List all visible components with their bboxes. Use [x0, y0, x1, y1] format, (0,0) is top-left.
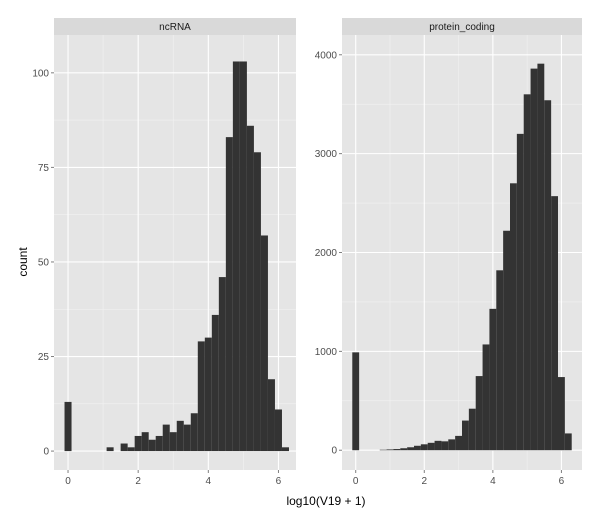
strip-background-protein-coding — [342, 18, 582, 35]
bar-ncrna — [134, 435, 142, 452]
y-axis-title: count — [16, 247, 30, 277]
x-ticks-ncrna: 0 2 4 6 — [65, 470, 282, 487]
bar-protein-coding — [462, 420, 469, 451]
x-tick-label: 6 — [276, 476, 282, 487]
y-tick-label: 4000 — [315, 50, 338, 61]
panel-protein-coding: protein_coding 0 2 4 6 0 1000 2000 3000 4000 — [315, 18, 582, 487]
bar-ncrna — [183, 424, 191, 452]
bar-protein-coding — [496, 270, 504, 451]
y-tick-label: 100 — [32, 68, 49, 79]
bar-protein-coding — [427, 442, 435, 451]
x-tick-label: 2 — [135, 476, 141, 487]
bar-ncrna — [197, 341, 205, 452]
bar-ncrna — [176, 420, 184, 452]
y-ticks-protein-coding: 0 1000 2000 3000 4000 — [315, 50, 342, 457]
strip-label-protein-coding: protein_coding — [429, 22, 495, 33]
x-tick-label: 0 — [353, 476, 359, 487]
bar-protein-coding — [441, 441, 449, 451]
bar-protein-coding — [516, 133, 524, 451]
panel-ncrna: ncRNA 0 2 4 6 0 25 50 75 100 — [32, 18, 296, 487]
y-tick-label: 50 — [38, 257, 50, 268]
x-tick-label: 0 — [65, 476, 71, 487]
bar-protein-coding — [420, 444, 428, 451]
bar-protein-coding — [414, 445, 421, 451]
bar-ncrna — [162, 424, 170, 452]
bar-protein-coding — [523, 94, 531, 451]
bar-protein-coding — [475, 376, 483, 451]
bar-protein-coding — [530, 68, 538, 451]
bar-protein-coding — [510, 183, 517, 451]
y-tick-label: 75 — [38, 163, 50, 174]
bar-ncrna — [267, 379, 275, 452]
bar-protein-coding — [503, 230, 510, 451]
x-axis-title: log10(V19 + 1) — [286, 494, 365, 508]
bar-protein-coding — [544, 100, 552, 451]
x-tick-label: 4 — [206, 476, 212, 487]
bar-protein-coding — [558, 377, 565, 451]
y-ticks-ncrna: 0 25 50 75 100 — [32, 68, 54, 458]
bar-ncrna — [211, 314, 219, 452]
y-tick-label: 1000 — [315, 347, 338, 358]
bar-ncrna — [281, 447, 289, 452]
bar-protein-coding — [551, 196, 558, 451]
bar-ncrna — [218, 277, 226, 452]
bar-ncrna — [155, 435, 163, 452]
bar-protein-coding — [482, 344, 490, 451]
bar-ncrna — [141, 432, 149, 452]
bar-protein-coding — [379, 449, 387, 451]
bar-ncrna — [232, 61, 240, 452]
bar-protein-coding — [393, 449, 401, 451]
bar-ncrna — [274, 409, 282, 452]
bar-protein-coding — [400, 448, 408, 451]
bar-ncrna — [239, 61, 247, 452]
y-tick-label: 0 — [43, 447, 49, 458]
bar-ncrna — [225, 137, 233, 452]
bar-protein-coding — [407, 447, 414, 451]
bar-ncrna — [64, 401, 72, 452]
bar-ncrna — [190, 413, 198, 452]
x-tick-label: 2 — [422, 476, 428, 487]
x-tick-label: 6 — [559, 476, 565, 487]
bar-ncrna — [253, 152, 261, 452]
bar-protein-coding — [352, 352, 360, 451]
bar-ncrna — [127, 447, 135, 452]
bars-protein-coding — [352, 63, 572, 451]
strip-label-ncrna: ncRNA — [159, 22, 191, 33]
bar-protein-coding — [434, 440, 442, 451]
bar-ncrna — [169, 432, 177, 452]
bars-ncrna — [64, 61, 289, 452]
x-ticks-protein-coding: 0 2 4 6 — [353, 470, 565, 487]
bar-protein-coding — [386, 449, 394, 451]
bar-ncrna — [260, 235, 268, 452]
bar-ncrna — [246, 125, 254, 452]
bar-protein-coding — [537, 63, 545, 451]
bar-ncrna — [106, 447, 114, 452]
bar-ncrna — [120, 443, 128, 452]
bar-protein-coding — [489, 308, 497, 451]
y-tick-label: 3000 — [315, 149, 338, 160]
bar-protein-coding — [455, 435, 462, 451]
y-tick-label: 2000 — [315, 248, 338, 259]
bar-ncrna — [148, 439, 156, 452]
bar-protein-coding — [468, 408, 476, 451]
bar-ncrna — [204, 337, 212, 452]
strip-background-ncrna — [54, 18, 296, 35]
y-tick-label: 25 — [38, 352, 50, 363]
bar-protein-coding — [448, 439, 456, 451]
x-tick-label: 4 — [490, 476, 496, 487]
bar-protein-coding — [564, 433, 572, 451]
y-tick-label: 0 — [331, 446, 337, 457]
